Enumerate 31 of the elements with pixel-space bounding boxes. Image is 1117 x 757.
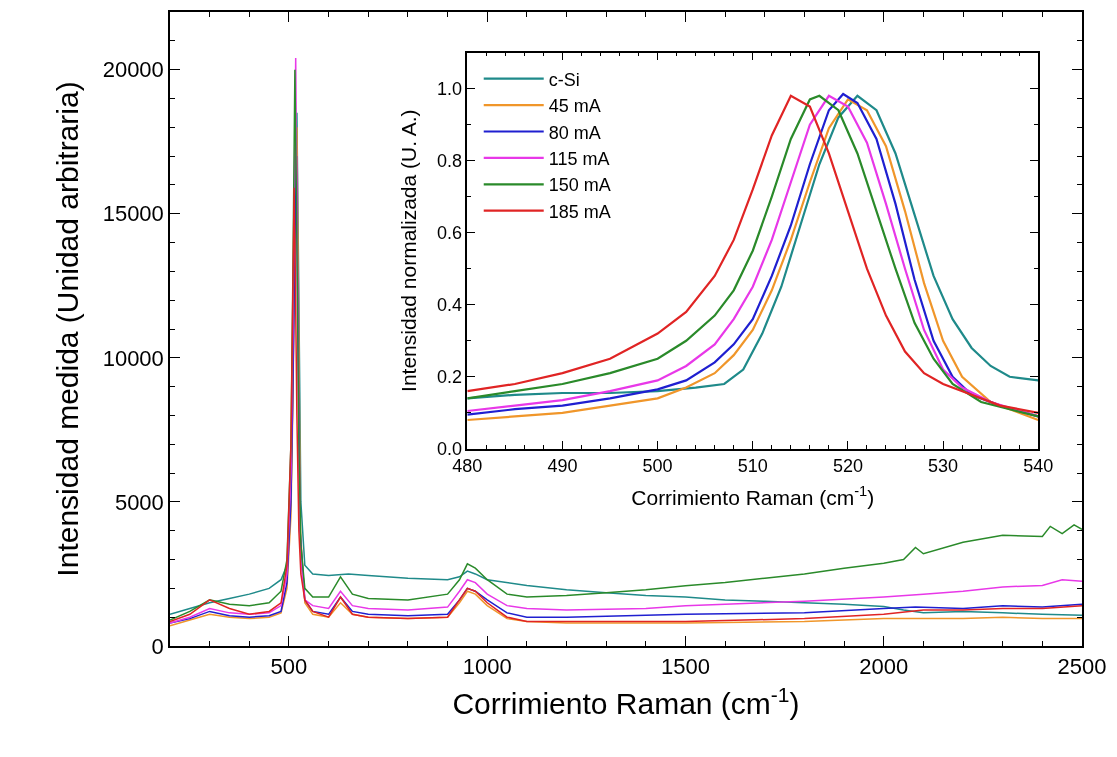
legend-label: 185 mA xyxy=(548,201,611,222)
y-tick-label: 0.4 xyxy=(436,295,462,316)
legend-label: 115 mA xyxy=(548,148,610,169)
y-tick-label: 5000 xyxy=(114,489,164,515)
y-axis-title: Intensidad medida (Unidad arbitraria) xyxy=(51,81,85,577)
y-tick-label: 0.6 xyxy=(436,222,462,243)
x-tick-label: 490 xyxy=(547,456,578,477)
legend-label: 150 mA xyxy=(548,175,611,196)
x-tick-label: 1000 xyxy=(462,654,512,680)
y-tick-label: 0.8 xyxy=(436,150,462,171)
x-tick-label: 510 xyxy=(737,456,768,477)
y-tick-label: 0 xyxy=(151,633,164,659)
legend-label: 45 mA xyxy=(548,96,601,117)
y-axis-title: Intensidad normalizada (U. A.) xyxy=(396,109,420,392)
x-tick-label: 1500 xyxy=(661,654,710,680)
y-tick-label: 0.2 xyxy=(436,367,462,388)
legend-label: 80 mA xyxy=(548,122,601,143)
y-tick-label: 10000 xyxy=(102,345,164,371)
x-axis-title: Corrimiento Raman (cm$^{-1}$) xyxy=(452,682,800,721)
x-tick-label: 540 xyxy=(1023,456,1054,477)
y-tick-label: 20000 xyxy=(102,57,164,83)
y-tick-label: 15000 xyxy=(102,201,164,227)
legend-label: c-Si xyxy=(548,69,580,90)
x-tick-label: 530 xyxy=(928,456,959,477)
x-tick-label: 500 xyxy=(642,456,673,477)
x-tick-label: 2500 xyxy=(1057,654,1107,680)
y-tick-label: 1.0 xyxy=(436,78,462,99)
x-axis-title: Corrimiento Raman (cm$^{-1}$) xyxy=(631,483,875,509)
x-tick-label: 500 xyxy=(270,654,308,680)
x-tick-label: 2000 xyxy=(859,654,909,680)
x-tick-label: 520 xyxy=(832,456,863,477)
